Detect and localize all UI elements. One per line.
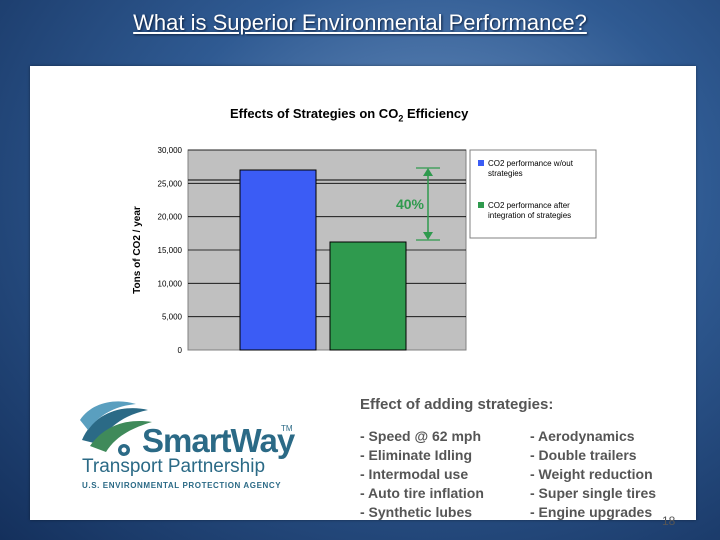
strategy-item: - Synthetic lubes (360, 504, 473, 520)
annotation-label: 40% (396, 196, 425, 212)
strategies-heading: Effect of adding strategies: (360, 396, 554, 413)
strategy-item: - Super single tires (530, 485, 657, 501)
y-tick-label: 30,000 (158, 146, 183, 155)
strategy-item: - Engine upgrades (530, 504, 653, 520)
logo-smartway-text: SmartWay (142, 422, 295, 459)
y-tick-label: 25,000 (158, 179, 183, 188)
annotation-arrow-head-down (423, 232, 433, 240)
strategy-item: - Intermodal use (360, 466, 469, 482)
legend-label-2: CO2 performance after integration of stra… (488, 201, 571, 220)
strategy-item: - Weight reduction (530, 466, 653, 482)
annotation-arrow-head-up (423, 168, 433, 176)
co2-bar-chart: 0 5,000 10,000 15,000 20,000 25,000 30,000 Tons… (132, 146, 597, 355)
page-number: 18 (662, 514, 676, 528)
strategies-right-list: - Aerodynamics - Double trailers - Weigh… (530, 427, 656, 522)
slide-title: What is Superior Environmental Performan… (133, 10, 587, 35)
legend-label-1: CO2 performance w/out strategies (488, 159, 574, 178)
strategy-item: - Speed @ 62 mph (360, 428, 482, 444)
bar-1 (239, 169, 317, 351)
legend-swatch-2 (478, 202, 484, 208)
y-tick-label: 20,000 (158, 213, 183, 222)
bar-2 (329, 241, 407, 351)
strategy-item: - Eliminate Idling (360, 447, 473, 463)
y-tick-label: 5,000 (162, 313, 183, 322)
logo-trademark: TM (281, 424, 293, 433)
legend-box (469, 149, 597, 239)
logo-epa: U.S. ENVIRONMENTAL PROTECTION AGENCY (82, 481, 282, 490)
chart-panel: Effects of Strategies on CO2 Efficiency … (30, 66, 696, 528)
smartway-leaf-icon (80, 401, 152, 456)
strategies-left-list: - Speed @ 62 mph - Eliminate Idling - In… (360, 427, 484, 522)
y-axis-label: Tons of CO2 / year (132, 206, 143, 294)
strategy-item: - Aerodynamics (530, 428, 635, 444)
y-tick-label: 15,000 (158, 246, 183, 255)
smartway-logo: SmartWay TM Transport Partnership U.S. E… (76, 400, 316, 520)
strategy-item: - Double trailers (530, 447, 637, 463)
chart-title: Effects of Strategies on CO2 Efficiency (230, 106, 469, 124)
logo-transport-partnership: Transport Partnership (82, 456, 266, 477)
y-tick-label: 10,000 (158, 279, 183, 288)
y-tick-label: 0 (178, 346, 183, 355)
legend-swatch-1 (478, 160, 484, 166)
strategy-item: - Auto tire inflation (360, 485, 484, 501)
